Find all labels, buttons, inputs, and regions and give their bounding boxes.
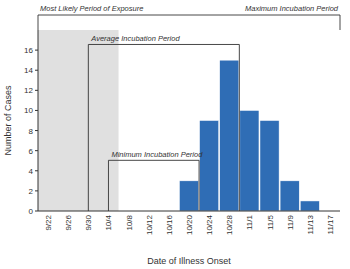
y-tick-label: 2 — [29, 187, 34, 196]
y-axis-line — [38, 30, 39, 211]
annotation-bracket — [88, 44, 239, 211]
y-tick — [35, 170, 38, 171]
shaded-region — [38, 30, 119, 211]
bar — [240, 110, 259, 211]
x-tick-label: 9/26 — [64, 214, 73, 230]
bars — [179, 60, 319, 211]
bar — [280, 181, 299, 211]
x-tick-label: 10/12 — [145, 214, 154, 235]
bar — [179, 181, 198, 211]
annotation-bracket — [108, 160, 199, 211]
x-tick-label: 11/9 — [286, 214, 295, 230]
x-axis-line — [38, 211, 340, 212]
bar — [260, 121, 279, 212]
y-tick — [35, 150, 38, 151]
bar — [220, 60, 239, 211]
x-tick-label: 11/5 — [266, 214, 275, 230]
chart-container: 0 2 4 6 8 10 12 14 16 9/22 9/26 9/30 10/4 10/8 10/12 10… — [0, 0, 350, 269]
x-tick-label: 11/13 — [306, 214, 315, 234]
y-tick-label: 8 — [29, 127, 34, 136]
x-tick-label: 10/16 — [165, 214, 174, 235]
y-axis-label: Number of Cases — [3, 85, 13, 156]
y-tick-label: 10 — [24, 106, 33, 115]
y-tick — [35, 211, 38, 212]
y-tick — [35, 70, 38, 71]
y-tick-label: 6 — [29, 147, 34, 156]
chart-svg: 0 2 4 6 8 10 12 14 16 9/22 9/26 9/30 10/4 10/8 10/12 10… — [0, 0, 350, 269]
x-tick-label: 10/24 — [205, 214, 214, 235]
x-tick-label: 9/22 — [44, 214, 53, 230]
y-tick-label: 12 — [24, 86, 33, 95]
annotation-text: Minimum Incubation Period — [111, 150, 203, 159]
y-tick-label: 16 — [24, 46, 33, 55]
annotation-text: Most Likely Period of Exposure — [40, 4, 143, 13]
x-tick-label: 9/30 — [84, 214, 93, 230]
x-tick-label: 10/8 — [125, 214, 134, 230]
bar — [200, 121, 219, 212]
x-tick-label: 10/28 — [225, 214, 234, 235]
y-tick — [35, 130, 38, 131]
bar — [300, 201, 319, 211]
x-tick-label: 10/4 — [104, 214, 113, 230]
x-tick-label: 11/1 — [245, 214, 254, 230]
y-tick-label: 4 — [29, 167, 34, 176]
annotation-bracket — [38, 15, 340, 30]
annotation-text: Maximum Incubation Period — [245, 4, 339, 13]
annotation-text: Average Incubation Period — [90, 34, 180, 43]
y-tick-label: 14 — [24, 66, 33, 75]
y-tick — [35, 50, 38, 51]
y-tick-label: 0 — [29, 207, 34, 216]
y-tick — [35, 110, 38, 111]
x-axis-label: Date of Illness Onset — [147, 256, 231, 266]
y-tick — [35, 90, 38, 91]
y-tick — [35, 190, 38, 191]
x-tick-label: 10/20 — [185, 214, 194, 235]
x-tick-label: 11/17 — [326, 214, 335, 234]
